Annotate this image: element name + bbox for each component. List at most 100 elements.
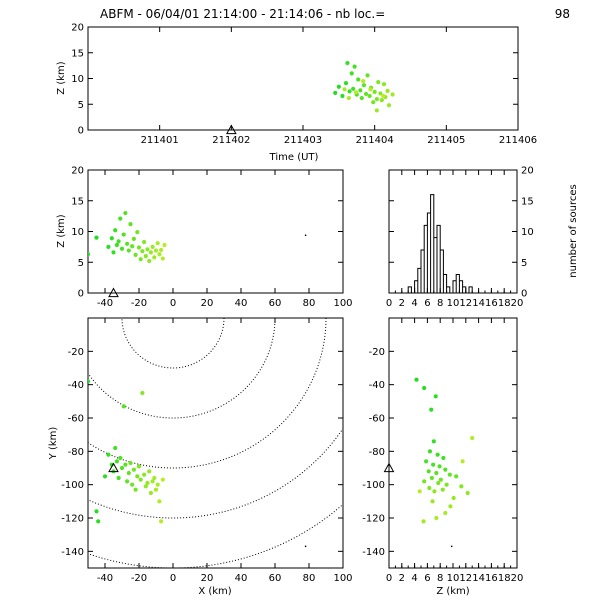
- source-point: [142, 239, 147, 245]
- source-point: [157, 499, 162, 504]
- source-point: [135, 474, 140, 479]
- source-point: [440, 487, 445, 492]
- y-tick-label: -20: [369, 347, 385, 358]
- source-point: [371, 100, 376, 105]
- time-height-panel: 211401 211402 211403 211404 211405 211406 0 5 10…: [56, 23, 537, 164]
- source-point: [119, 465, 125, 471]
- source-point: [374, 108, 379, 113]
- source-point: [431, 462, 436, 467]
- source-point: [343, 81, 349, 86]
- y-tick-label: 5: [521, 258, 527, 269]
- plot-frame: [87, 317, 344, 569]
- x-tick-label: 0: [386, 573, 392, 584]
- source-point: [356, 77, 361, 82]
- y-axis-label: Z (km): [56, 61, 67, 94]
- x-axis-label: Time (UT): [269, 152, 319, 163]
- y-tick-label: 15: [71, 196, 84, 207]
- source-point: [429, 475, 434, 481]
- source-point: [367, 93, 372, 99]
- source-point: [106, 452, 111, 457]
- x-tick-label: 211403: [284, 135, 322, 146]
- source-point: [431, 439, 436, 444]
- source-point: [136, 464, 142, 469]
- histogram-bar: [437, 225, 440, 293]
- source-point: [443, 467, 448, 472]
- y-axis-label: Y (km): [48, 427, 59, 461]
- y-tick-label: 0: [78, 126, 84, 137]
- source-point: [126, 470, 131, 476]
- y-tick-label: 20: [71, 166, 84, 177]
- source-point: [88, 379, 91, 384]
- source-point: [336, 84, 341, 89]
- source-point: [119, 246, 125, 251]
- plot-frame: [87, 169, 344, 294]
- x-tick-label: -20: [131, 573, 147, 584]
- source-point: [351, 86, 356, 91]
- x-tick-label: 0: [170, 573, 176, 584]
- source-point: [444, 482, 449, 487]
- x-tick-label: 6: [424, 298, 430, 309]
- source-point: [123, 462, 128, 467]
- source-point: [422, 479, 427, 484]
- x-tick-label: 100: [333, 573, 352, 584]
- source-point: [155, 241, 160, 246]
- y-axis-label: number of sources: [568, 184, 579, 277]
- y-tick-label: 20: [71, 23, 84, 34]
- source-point: [118, 455, 123, 461]
- x-tick-label: 211405: [427, 135, 465, 146]
- source-point: [121, 404, 126, 409]
- source-point: [374, 97, 379, 102]
- x-tick-label: 20: [201, 298, 214, 309]
- y-tick-label: -40: [369, 380, 385, 391]
- source-point: [304, 545, 307, 548]
- source-point: [130, 482, 135, 487]
- source-point: [304, 234, 307, 236]
- x-tick-label: 10: [447, 298, 460, 309]
- source-point: [157, 252, 162, 257]
- x-tick-label: 10: [447, 573, 460, 584]
- source-point: [432, 489, 437, 494]
- source-point: [131, 467, 136, 472]
- source-point: [147, 258, 152, 264]
- source-point: [96, 519, 101, 524]
- x-tick-label: 211401: [141, 135, 179, 146]
- source-point: [424, 459, 429, 464]
- y-tick-label: 15: [521, 196, 534, 207]
- source-point: [358, 88, 363, 93]
- x-tick-label: 80: [303, 573, 316, 584]
- source-point: [138, 477, 143, 482]
- y-tick-label: -120: [61, 514, 84, 525]
- x-tick-label: 6: [424, 573, 430, 584]
- source-point: [447, 472, 452, 477]
- source-point: [160, 477, 165, 482]
- source-point: [114, 459, 119, 464]
- plan-view-panel: -40 -20 0 20 40 60 80 100 -20 -40 -60 -80 -100 -120 -1…: [48, 317, 353, 597]
- source-point: [437, 464, 442, 469]
- source-point: [126, 248, 131, 253]
- x-tick-label: 80: [303, 298, 316, 309]
- source-point: [443, 510, 448, 516]
- source-point: [460, 459, 465, 464]
- x-tick-label: 0: [170, 298, 176, 309]
- source-point: [368, 87, 373, 92]
- histogram-bar: [427, 213, 430, 293]
- source-point: [136, 245, 142, 250]
- y-tick-label: -60: [369, 414, 385, 425]
- source-point: [353, 90, 359, 95]
- source-point: [133, 487, 138, 492]
- x-tick-label: -40: [97, 573, 113, 584]
- x-tick-label: 0: [386, 298, 392, 309]
- source-point: [116, 239, 121, 244]
- source-point: [381, 82, 387, 87]
- histogram-bar: [440, 250, 443, 293]
- source-point: [441, 455, 446, 461]
- source-point: [349, 71, 354, 76]
- source-point: [429, 407, 434, 412]
- source-point: [102, 474, 108, 479]
- x-tick-label: -40: [97, 298, 113, 309]
- x-tick-label: 14: [472, 298, 485, 309]
- x-tick-label: 12: [459, 298, 472, 309]
- source-point: [372, 89, 377, 94]
- x-tick-label: 211406: [499, 135, 537, 146]
